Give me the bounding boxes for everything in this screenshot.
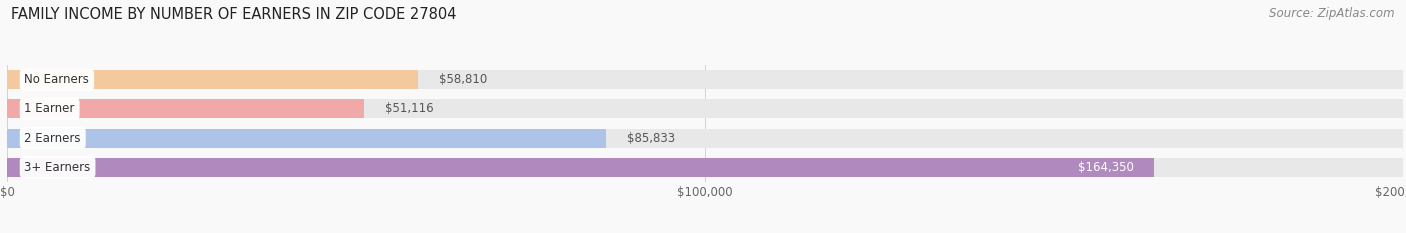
Text: $58,810: $58,810 [439,73,486,86]
Bar [7,158,1403,177]
Text: 1 Earner: 1 Earner [24,103,75,115]
Text: 3+ Earners: 3+ Earners [24,161,91,174]
Text: $51,116: $51,116 [385,103,433,115]
Bar [7,70,1403,89]
Text: No Earners: No Earners [24,73,90,86]
Bar [7,99,1403,118]
Text: $85,833: $85,833 [627,132,675,144]
Bar [7,129,606,147]
Text: 2 Earners: 2 Earners [24,132,82,144]
Text: FAMILY INCOME BY NUMBER OF EARNERS IN ZIP CODE 27804: FAMILY INCOME BY NUMBER OF EARNERS IN ZI… [11,7,457,22]
Text: Source: ZipAtlas.com: Source: ZipAtlas.com [1270,7,1395,20]
Bar [7,99,364,118]
Text: $164,350: $164,350 [1077,161,1133,174]
Bar [7,70,418,89]
Bar [7,158,1154,177]
Bar [7,129,1403,147]
